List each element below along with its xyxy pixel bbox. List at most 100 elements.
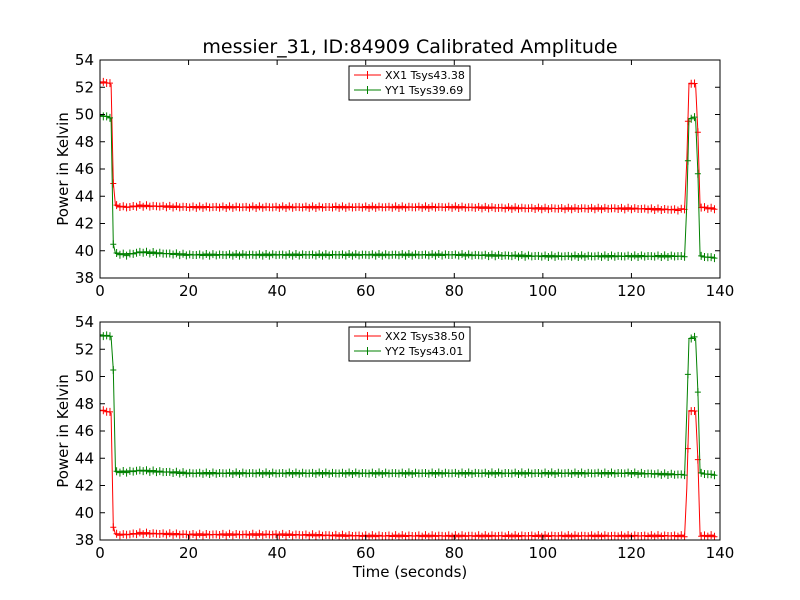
data-point-marker [259, 531, 266, 540]
data-point-marker [379, 470, 386, 479]
data-point-marker [299, 203, 306, 212]
data-point-marker [608, 251, 615, 260]
data-point-marker [263, 530, 270, 539]
data-point-marker [684, 117, 691, 126]
legend: XX1 Tsys43.38 YY1 Tsys39.69 [348, 65, 471, 101]
data-point-marker [319, 531, 326, 540]
data-point-marker [419, 532, 426, 540]
data-point-marker [708, 203, 715, 212]
x-tick-label: 40 [268, 544, 287, 562]
data-point-marker [130, 202, 137, 211]
data-point-marker [263, 468, 270, 477]
data-point-marker [668, 205, 675, 214]
data-point-marker [601, 251, 608, 260]
data-point-marker [160, 529, 167, 538]
data-point-marker [146, 249, 153, 258]
data-point-marker [266, 251, 273, 260]
data-point-marker [239, 250, 246, 259]
data-point-marker [399, 202, 406, 211]
data-point-marker [611, 469, 618, 478]
y-tick-label: 38 [75, 531, 94, 549]
data-point-marker [133, 202, 140, 211]
data-point-marker [269, 250, 276, 259]
data-point-marker [562, 532, 568, 540]
data-point-marker [229, 203, 236, 212]
data-point-marker [193, 203, 200, 212]
data-point-marker [422, 202, 429, 211]
data-point-marker [203, 468, 210, 477]
data-point-marker [339, 202, 346, 211]
data-point-marker [402, 532, 409, 540]
data-point-marker [100, 330, 103, 339]
data-point-marker [515, 532, 522, 540]
data-point-marker [674, 532, 681, 540]
data-point-marker [485, 252, 492, 261]
data-point-marker [395, 251, 402, 260]
data-point-marker [256, 529, 263, 538]
data-point-marker [209, 250, 216, 259]
data-point-marker [316, 250, 323, 259]
data-point-marker [605, 253, 612, 262]
data-point-marker [316, 530, 323, 539]
legend-box [348, 326, 471, 362]
data-point-marker [701, 203, 708, 212]
data-point-marker [382, 468, 389, 477]
data-point-marker [555, 251, 562, 260]
data-point-marker [678, 251, 685, 260]
data-point-marker [392, 469, 399, 478]
data-point-marker [312, 531, 319, 540]
data-point-marker [528, 531, 535, 540]
data-point-marker [392, 531, 399, 540]
data-point-marker [674, 206, 681, 215]
data-point-marker [326, 469, 333, 478]
x-tick-label: 60 [356, 282, 375, 300]
data-point-marker [425, 469, 432, 478]
data-point-marker [465, 468, 472, 477]
data-point-marker [425, 251, 432, 260]
data-point-marker [422, 250, 429, 259]
data-point-marker [595, 468, 602, 477]
data-point-marker [508, 532, 515, 540]
data-point-marker [229, 469, 236, 478]
data-point-marker [246, 203, 253, 212]
data-point-marker [289, 203, 296, 212]
data-point-marker [508, 204, 515, 213]
data-point-marker [425, 203, 432, 212]
data-point-marker [266, 469, 273, 478]
data-point-marker [442, 250, 449, 259]
x-tick-label: 120 [617, 544, 646, 562]
data-point-marker [545, 253, 552, 261]
data-point-marker [508, 252, 515, 261]
data-point-marker [429, 202, 436, 211]
data-point-marker [488, 250, 495, 259]
data-point-marker [412, 532, 419, 540]
data-point-marker [366, 469, 373, 478]
data-point-marker [156, 467, 163, 476]
data-point-marker [136, 466, 143, 475]
x-tick-label: 100 [529, 544, 558, 562]
data-point-marker [591, 469, 598, 478]
data-point-marker [190, 202, 196, 211]
data-point-marker [611, 531, 618, 540]
data-point-marker [279, 202, 286, 211]
x-tick-label: 80 [445, 544, 464, 562]
data-point-marker [655, 251, 661, 260]
data-point-marker [126, 202, 133, 211]
data-point-marker [163, 530, 170, 539]
data-point-marker [522, 469, 529, 478]
data-point-marker [625, 468, 632, 477]
data-point-marker [296, 251, 303, 260]
data-point-marker [366, 251, 373, 260]
data-point-marker [209, 468, 216, 477]
y-tick-label: 42 [75, 477, 94, 495]
data-point-marker [575, 532, 582, 540]
data-point-marker [170, 203, 177, 212]
data-point-marker [299, 531, 306, 540]
data-point-marker [150, 466, 157, 475]
data-point-marker [565, 531, 572, 540]
data-point-marker [100, 77, 107, 86]
data-point-marker [439, 251, 446, 260]
data-point-marker [306, 203, 313, 212]
data-point-marker [402, 470, 409, 479]
